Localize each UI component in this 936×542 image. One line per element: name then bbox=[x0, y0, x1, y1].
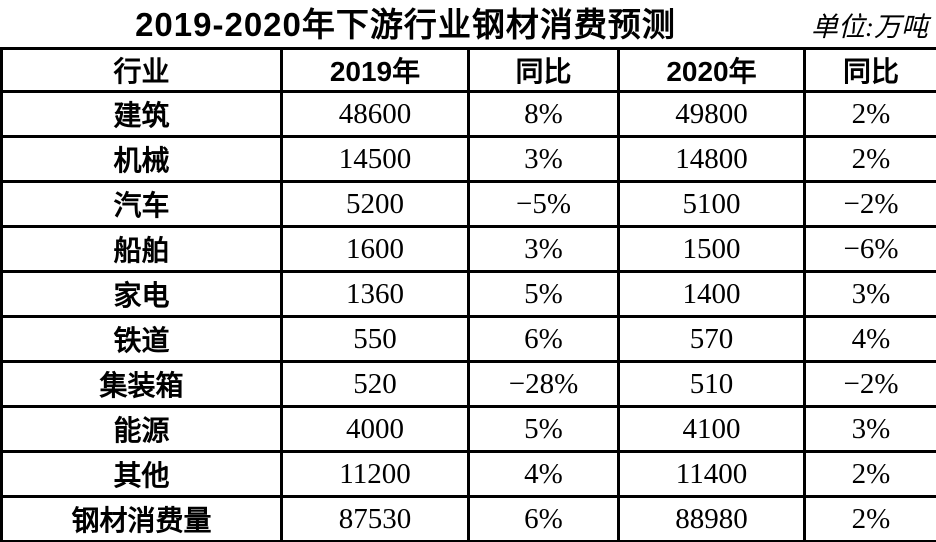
cell-2020-value: 1400 bbox=[617, 270, 806, 318]
col-header-yoy-2020: 同比 bbox=[803, 47, 936, 93]
col-header-industry: 行业 bbox=[0, 47, 283, 93]
cell-2019-yoy: 5% bbox=[467, 405, 620, 453]
cell-2019-value: 520 bbox=[280, 360, 470, 408]
cell-2019-value: 4000 bbox=[280, 405, 470, 453]
table-row: 汽车 5200 −5% 5100 −2% bbox=[0, 180, 936, 228]
cell-2020-value: 570 bbox=[617, 315, 806, 363]
cell-industry: 家电 bbox=[0, 270, 283, 318]
cell-2019-yoy: 4% bbox=[467, 450, 620, 498]
table-row: 建筑 48600 8% 49800 2% bbox=[0, 90, 936, 138]
cell-2019-value: 1360 bbox=[280, 270, 470, 318]
cell-2019-value: 48600 bbox=[280, 90, 470, 138]
cell-2019-yoy: −5% bbox=[467, 180, 620, 228]
cell-2020-value: 5100 bbox=[617, 180, 806, 228]
cell-2020-yoy: 2% bbox=[803, 90, 936, 138]
table-row: 其他 11200 4% 11400 2% bbox=[0, 450, 936, 498]
cell-2020-value: 1500 bbox=[617, 225, 806, 273]
steel-consumption-table: 行业 2019年 同比 2020年 同比 建筑 48600 8% 49800 2… bbox=[0, 47, 936, 542]
cell-2020-value: 11400 bbox=[617, 450, 806, 498]
cell-2019-yoy: 3% bbox=[467, 135, 620, 183]
cell-2020-value: 14800 bbox=[617, 135, 806, 183]
cell-2020-yoy: −6% bbox=[803, 225, 936, 273]
cell-industry: 钢材消费量 bbox=[0, 495, 283, 542]
cell-2020-yoy: 2% bbox=[803, 495, 936, 542]
cell-industry: 建筑 bbox=[0, 90, 283, 138]
cell-2020-value: 49800 bbox=[617, 90, 806, 138]
cell-2020-value: 88980 bbox=[617, 495, 806, 542]
cell-industry: 其他 bbox=[0, 450, 283, 498]
cell-2019-value: 550 bbox=[280, 315, 470, 363]
cell-industry: 船舶 bbox=[0, 225, 283, 273]
cell-2019-value: 14500 bbox=[280, 135, 470, 183]
cell-2020-yoy: −2% bbox=[803, 360, 936, 408]
col-header-2020: 2020年 bbox=[617, 47, 806, 93]
page-title: 2019-2020年下游行业钢材消费预测 bbox=[135, 5, 676, 43]
cell-industry: 集装箱 bbox=[0, 360, 283, 408]
table-row: 钢材消费量 87530 6% 88980 2% bbox=[0, 495, 936, 542]
title-bar: 2019-2020年下游行业钢材消费预测 单位:万吨 bbox=[0, 0, 936, 47]
header-row: 行业 2019年 同比 2020年 同比 bbox=[0, 47, 936, 93]
table-row: 机械 14500 3% 14800 2% bbox=[0, 135, 936, 183]
cell-2019-value: 1600 bbox=[280, 225, 470, 273]
col-header-2019: 2019年 bbox=[280, 47, 470, 93]
cell-2020-value: 4100 bbox=[617, 405, 806, 453]
unit-label: 单位:万吨 bbox=[811, 12, 928, 43]
cell-2020-yoy: 2% bbox=[803, 450, 936, 498]
cell-industry: 能源 bbox=[0, 405, 283, 453]
cell-2019-value: 5200 bbox=[280, 180, 470, 228]
cell-industry: 铁道 bbox=[0, 315, 283, 363]
cell-2019-yoy: 5% bbox=[467, 270, 620, 318]
table-row: 铁道 550 6% 570 4% bbox=[0, 315, 936, 363]
cell-2019-yoy: 3% bbox=[467, 225, 620, 273]
col-header-yoy-2019: 同比 bbox=[467, 47, 620, 93]
cell-2019-value: 11200 bbox=[280, 450, 470, 498]
table-row: 能源 4000 5% 4100 3% bbox=[0, 405, 936, 453]
cell-2020-yoy: 2% bbox=[803, 135, 936, 183]
cell-2020-yoy: 3% bbox=[803, 270, 936, 318]
cell-2019-yoy: 8% bbox=[467, 90, 620, 138]
cell-2020-yoy: −2% bbox=[803, 180, 936, 228]
cell-2020-value: 510 bbox=[617, 360, 806, 408]
cell-2019-yoy: 6% bbox=[467, 315, 620, 363]
cell-industry: 机械 bbox=[0, 135, 283, 183]
cell-industry: 汽车 bbox=[0, 180, 283, 228]
table-row: 集装箱 520 −28% 510 −2% bbox=[0, 360, 936, 408]
cell-2020-yoy: 3% bbox=[803, 405, 936, 453]
cell-2019-value: 87530 bbox=[280, 495, 470, 542]
table-row: 家电 1360 5% 1400 3% bbox=[0, 270, 936, 318]
cell-2020-yoy: 4% bbox=[803, 315, 936, 363]
cell-2019-yoy: −28% bbox=[467, 360, 620, 408]
cell-2019-yoy: 6% bbox=[467, 495, 620, 542]
table-row: 船舶 1600 3% 1500 −6% bbox=[0, 225, 936, 273]
